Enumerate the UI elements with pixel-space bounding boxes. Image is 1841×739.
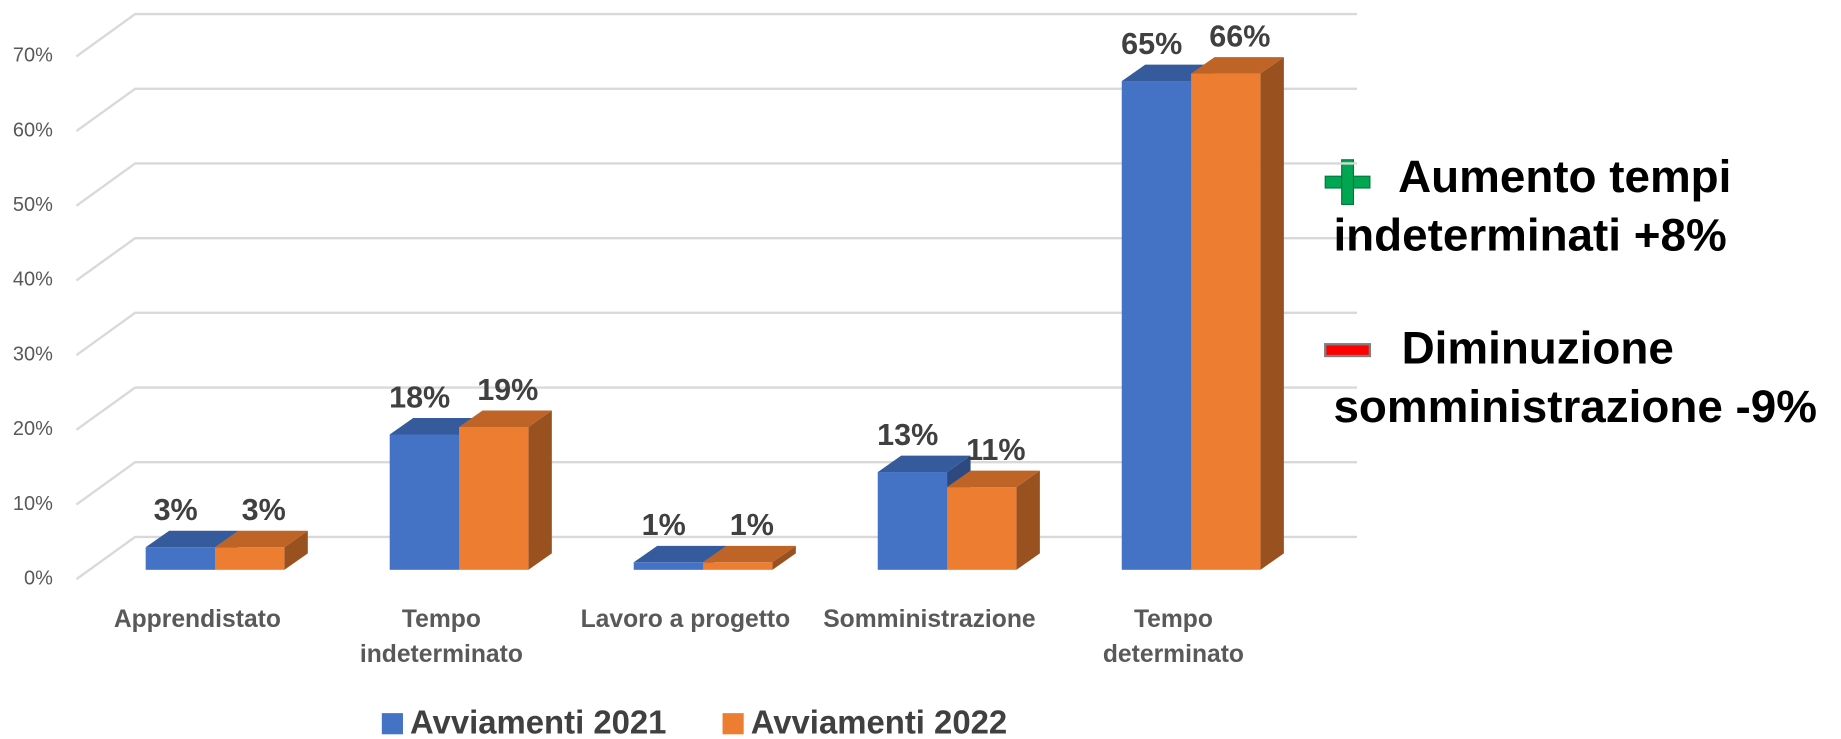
grid-line [75, 12, 1357, 58]
annotation: Aumento tempi [1398, 151, 1731, 202]
bar [703, 562, 773, 570]
bar-top [633, 545, 727, 563]
y-tick-label: 30% [13, 343, 53, 365]
plus-icon [1324, 159, 1371, 206]
value-label: 19% [477, 373, 538, 407]
y-tick-label: 50% [13, 194, 53, 216]
bar [389, 434, 460, 570]
bar-top [145, 530, 239, 548]
value-label: 1% [642, 508, 686, 542]
value-label: 13% [877, 418, 938, 452]
bar [214, 547, 285, 570]
legend-label: Avviamenti 2021 [410, 704, 666, 739]
bar-top [459, 410, 552, 427]
bar-side [1260, 57, 1284, 570]
x-tick-label: indeterminato [360, 641, 523, 668]
grid-line [75, 87, 1357, 133]
bar [877, 472, 948, 570]
bar-side [528, 410, 552, 570]
value-label: 1% [730, 508, 774, 542]
minus-icon [1324, 343, 1372, 358]
value-label: 66% [1209, 19, 1270, 53]
bar-top [214, 530, 308, 548]
y-tick-label: 20% [13, 418, 53, 440]
legend-swatch [722, 713, 744, 735]
bar [1191, 73, 1261, 570]
annotation: indeterminati +8% [1333, 210, 1726, 261]
x-tick-label: Tempo [402, 606, 481, 633]
y-tick-label: 40% [13, 269, 53, 291]
x-tick-label: Lavoro a progetto [581, 606, 791, 633]
bar-side [284, 530, 308, 570]
value-label: 18% [389, 380, 450, 414]
grid-line [75, 311, 1357, 357]
grid-line [75, 162, 1357, 207]
legend-swatch [381, 713, 403, 735]
bar-side [1016, 470, 1040, 570]
bar-top [703, 545, 796, 563]
bar-top [877, 455, 971, 473]
bar [459, 426, 529, 570]
bar-top [1191, 57, 1284, 74]
x-tick-label: Somministrazione [823, 606, 1035, 633]
value-label: 65% [1121, 27, 1182, 61]
annotation: Diminuzione [1402, 322, 1674, 373]
bar-side [772, 545, 796, 570]
grid-line [75, 236, 1357, 282]
y-tick-label: 10% [13, 493, 53, 515]
bar [145, 547, 215, 570]
value-label: 3% [242, 493, 286, 527]
y-tick-label: 70% [13, 45, 53, 67]
x-tick-label: Apprendistato [114, 606, 281, 633]
value-label: 11% [966, 433, 1025, 467]
y-tick-label: 60% [13, 119, 53, 141]
bar [1121, 81, 1192, 570]
value-label: 3% [154, 493, 198, 527]
bar-top [947, 470, 1040, 488]
y-tick-label: 0% [24, 567, 53, 589]
grid-line [75, 386, 1357, 431]
x-tick-label: Tempo [1134, 606, 1213, 633]
x-tick-label: determinato [1103, 641, 1244, 668]
bar [947, 487, 1017, 570]
legend-label: Avviamenti 2022 [751, 704, 1007, 739]
bar [633, 562, 704, 570]
annotation: somministrazione -9% [1333, 381, 1817, 432]
